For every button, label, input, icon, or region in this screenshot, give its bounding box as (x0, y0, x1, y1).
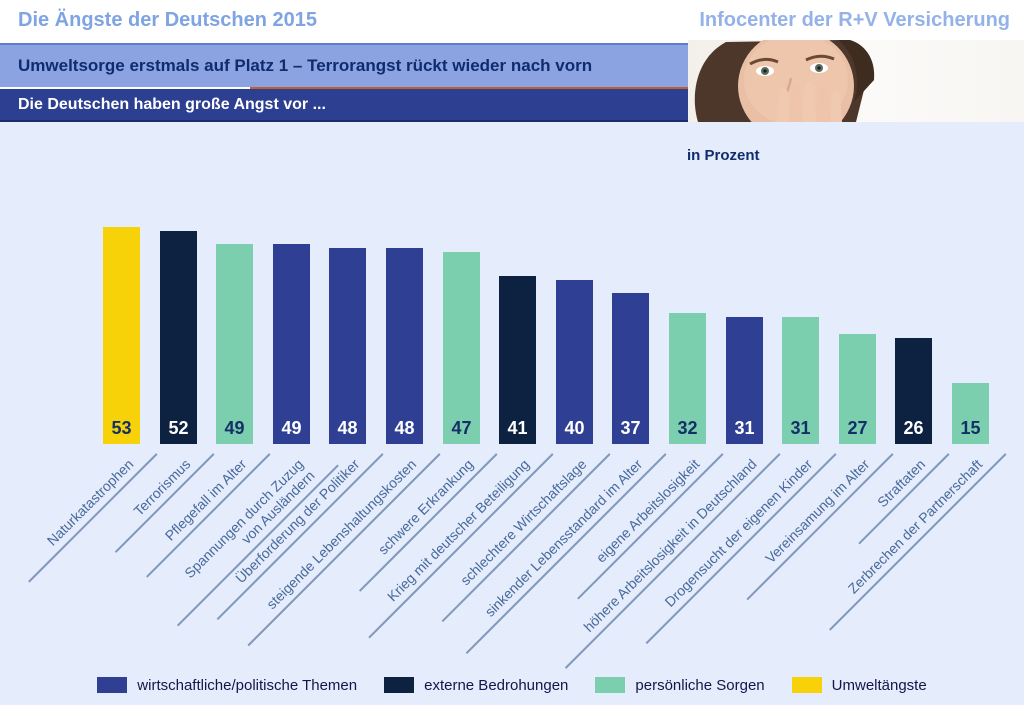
bar-value-7: 47 (451, 418, 472, 438)
bar-value-2: 52 (168, 418, 189, 438)
header-photo-woman (688, 40, 1024, 122)
bar-14 (839, 334, 876, 444)
bar-value-16: 15 (960, 418, 981, 438)
bar-value-13: 31 (790, 418, 811, 438)
orange-divider (250, 87, 688, 90)
bar-5 (329, 248, 366, 444)
bar-value-3: 49 (224, 418, 245, 438)
legend-swatch-environment (791, 677, 822, 693)
page-title: Die Ängste der Deutschen 2015 (18, 9, 317, 31)
bar-value-5: 48 (337, 418, 358, 438)
bar-15 (895, 338, 932, 444)
legend-item-economic: wirtschaftliche/politische Themen (97, 677, 357, 694)
bar-value-15: 26 (903, 418, 924, 438)
header-row: Die Ängste der Deutschen 2015 Infocenter… (0, 0, 1024, 42)
headline-text: Umweltsorge erstmals auf Platz 1 – Terro… (18, 56, 593, 75)
woman-photo-illustration (688, 40, 1024, 122)
bar-3 (216, 244, 253, 444)
bar-11 (669, 313, 706, 444)
legend-label-external: externe Bedrohungen (424, 676, 569, 694)
legend: wirtschaftliche/politische Themen extern… (0, 671, 1024, 699)
legend-item-external: externe Bedrohungen (384, 677, 568, 694)
legend-label-economic: wirtschaftliche/politische Themen (137, 676, 358, 694)
bar-10 (612, 293, 649, 444)
bar-value-8: 41 (507, 418, 528, 438)
bar-6 (386, 248, 423, 444)
legend-swatch-economic (97, 677, 128, 693)
subheadline-band: Die Deutschen haben große Angst vor ... (0, 89, 688, 122)
legend-item-environment: Umweltängste (791, 676, 927, 694)
bar-2 (160, 231, 197, 444)
bar-value-9: 40 (564, 418, 585, 438)
legend-swatch-personal (595, 677, 626, 693)
bar-value-14: 27 (847, 418, 868, 438)
bar-16 (952, 383, 989, 444)
unit-label: in Prozent (687, 147, 760, 164)
bar-1 (103, 227, 140, 444)
bar-value-11: 32 (677, 418, 698, 438)
bar-8 (499, 276, 536, 444)
legend-label-environment: Umweltängste (831, 676, 927, 694)
bar-13 (782, 317, 819, 444)
bar-value-10: 37 (620, 418, 641, 438)
legend-item-personal: persönliche Sorgen (595, 676, 765, 694)
bar-value-6: 48 (394, 418, 415, 438)
brand-title: Infocenter der R+V Versicherung (699, 9, 1010, 31)
bar-12 (726, 317, 763, 444)
bar-value-1: 53 (111, 418, 132, 438)
bar-7 (443, 252, 480, 444)
bar-9 (556, 280, 593, 444)
legend-swatch-external (384, 677, 415, 693)
headline-band: Umweltsorge erstmals auf Platz 1 – Terro… (0, 43, 688, 87)
bar-value-12: 31 (734, 418, 755, 438)
legend-label-personal: persönliche Sorgen (635, 676, 765, 694)
bar-4 (273, 244, 310, 444)
subheadline-text: Die Deutschen haben große Angst vor ... (18, 95, 326, 113)
bar-value-4: 49 (281, 418, 302, 438)
